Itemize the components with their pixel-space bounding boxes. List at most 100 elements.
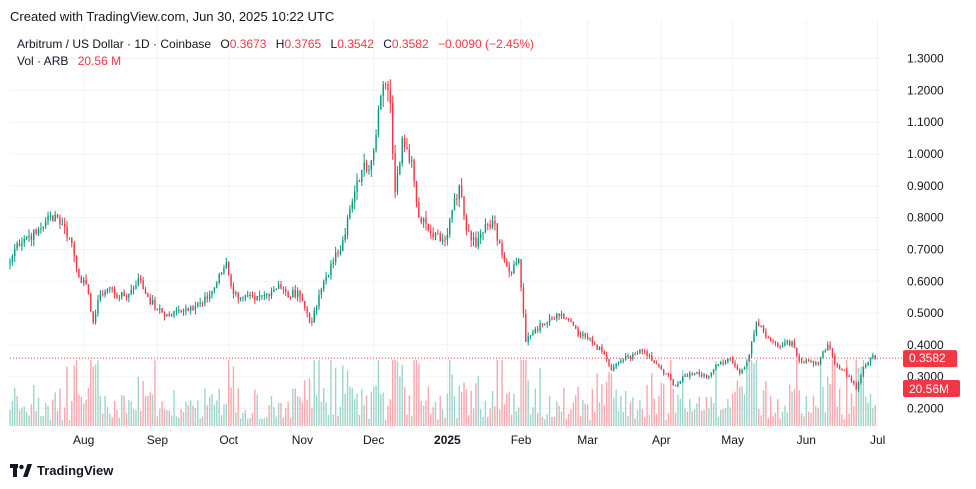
candle (21, 237, 23, 251)
candle (430, 224, 432, 239)
volume-bar (123, 395, 125, 426)
candle (565, 317, 567, 320)
candle (532, 329, 534, 336)
price-axis[interactable]: 1.3000 1.2000 1.1000 1.0000 0.9000 0.8000 0.70… (907, 52, 944, 416)
volume-bar (772, 415, 774, 426)
volume-bar (589, 419, 591, 426)
candle (779, 344, 781, 350)
candle (78, 268, 80, 279)
candle (750, 340, 753, 358)
volume-bar (541, 416, 544, 426)
candle (541, 323, 544, 328)
volume-bar (206, 405, 209, 426)
volume-bar (636, 409, 639, 426)
volume-bar (130, 401, 132, 426)
candle (513, 260, 515, 274)
volume-bar (346, 370, 349, 426)
candle (501, 239, 503, 259)
candle (280, 280, 282, 290)
volume-bar (59, 388, 61, 426)
candle (204, 292, 206, 307)
volume-bar (163, 409, 166, 426)
candle (365, 159, 368, 173)
candle (244, 294, 247, 302)
candle (52, 214, 54, 222)
candle (9, 258, 11, 270)
volume-bar (712, 403, 715, 426)
volume-bar (42, 415, 44, 426)
volume-bar (556, 401, 558, 426)
candle (613, 363, 615, 372)
volume-bar (330, 360, 332, 426)
volume-bar (565, 419, 567, 426)
candle (439, 231, 441, 242)
volume-bar (551, 416, 553, 426)
volume-bar (391, 360, 394, 426)
volume-bar (313, 360, 315, 426)
candle (810, 359, 812, 363)
volume-bar (679, 398, 682, 426)
volume-bar (853, 405, 855, 426)
candle (208, 290, 211, 303)
volume-bar (703, 409, 705, 426)
volume-bar (662, 383, 665, 426)
time-axis[interactable]: Aug Sep Oct Nov Dec 2025 Feb Mar Apr May Jun Jul (73, 433, 885, 447)
candle (192, 304, 194, 312)
candle (306, 305, 308, 318)
volume-bar (503, 404, 506, 426)
volume-bar (223, 404, 225, 426)
volume-bar (848, 413, 850, 426)
candle (154, 296, 156, 311)
volume-bar (427, 386, 430, 426)
candle (185, 304, 187, 316)
volume-bar (185, 401, 187, 426)
candle (125, 293, 128, 301)
volume-bar (425, 400, 427, 426)
candle (812, 360, 815, 368)
volume-bar (575, 395, 577, 426)
volume-bar (294, 388, 296, 426)
volume-bar (132, 408, 135, 426)
candle (444, 235, 446, 247)
candle (441, 233, 444, 245)
volume-bar (446, 393, 449, 426)
candle (731, 356, 734, 364)
candle (277, 280, 280, 290)
candle (777, 341, 779, 348)
candle (496, 222, 499, 246)
volume-bar (734, 391, 736, 426)
volume-bar (375, 385, 377, 426)
volume-bar (529, 414, 532, 426)
volume-label[interactable]: Vol · ARB (17, 54, 69, 68)
x-tick-label: Sep (147, 433, 169, 447)
y-tick-label: 0.4000 (907, 338, 944, 352)
candle (44, 217, 47, 229)
volume-bar (287, 401, 289, 426)
symbol-title[interactable]: Arbitrum / US Dollar · 1D · Coinbase (17, 37, 212, 51)
candle (151, 295, 154, 306)
tradingview-logo-icon (10, 463, 32, 477)
volume-bar (829, 383, 831, 426)
candle (87, 284, 90, 295)
candle (377, 105, 380, 138)
volume-bar (622, 411, 624, 426)
candle (189, 305, 192, 315)
y-tick-label: 1.1000 (907, 115, 944, 129)
candle (686, 373, 689, 377)
tradingview-brand[interactable]: TradingView (10, 463, 113, 478)
x-tick-label: Jun (797, 433, 816, 447)
candle (826, 341, 829, 351)
candle (610, 363, 613, 371)
volume-bar (411, 416, 413, 426)
high-label: H (275, 37, 285, 51)
volume-bar (44, 402, 47, 426)
candle (596, 344, 598, 351)
candle (560, 310, 563, 320)
volume-bar (151, 394, 154, 426)
volume-bar (66, 366, 68, 426)
volume-bar (613, 397, 615, 426)
volume-bar (796, 360, 798, 426)
volume-bar (194, 407, 197, 426)
candle (14, 244, 16, 263)
